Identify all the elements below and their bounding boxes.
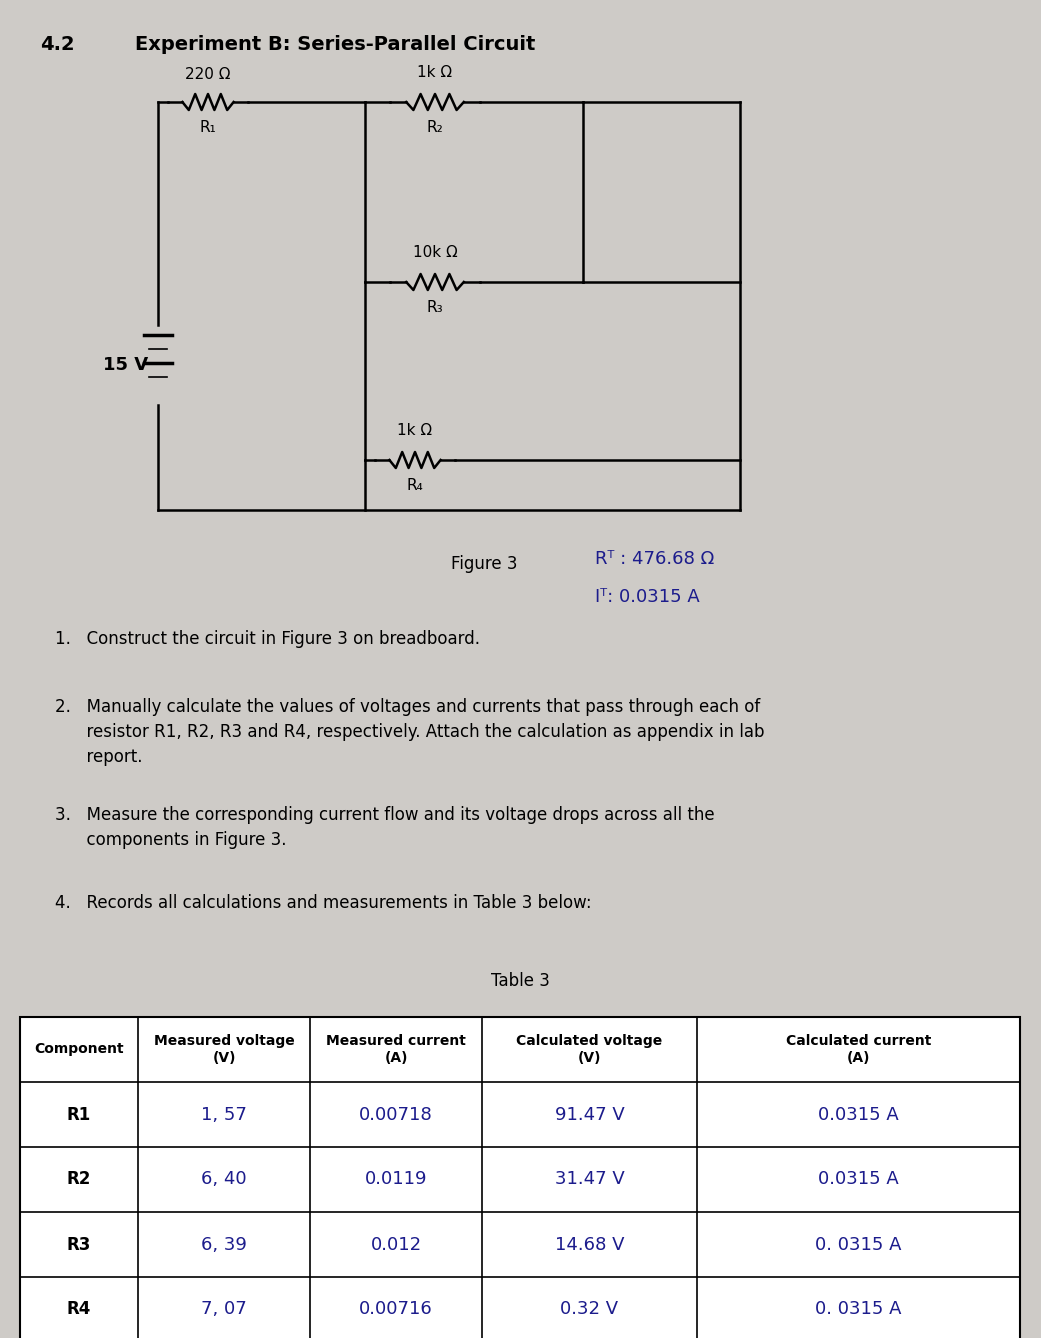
Text: Iᵀ: 0.0315 A: Iᵀ: 0.0315 A bbox=[595, 587, 700, 606]
Text: 0.012: 0.012 bbox=[371, 1235, 422, 1254]
Text: R₂: R₂ bbox=[427, 120, 443, 135]
Text: 0.32 V: 0.32 V bbox=[560, 1301, 618, 1318]
Text: Experiment B: Series-Parallel Circuit: Experiment B: Series-Parallel Circuit bbox=[135, 35, 535, 54]
Text: 0.0315 A: 0.0315 A bbox=[818, 1171, 898, 1188]
Text: 6, 39: 6, 39 bbox=[201, 1235, 247, 1254]
Text: 4.   Records all calculations and measurements in Table 3 below:: 4. Records all calculations and measurem… bbox=[55, 894, 591, 913]
Text: 31.47 V: 31.47 V bbox=[555, 1171, 625, 1188]
Text: 1, 57: 1, 57 bbox=[201, 1105, 247, 1124]
Text: R₁: R₁ bbox=[200, 120, 217, 135]
Text: 0.00716: 0.00716 bbox=[359, 1301, 433, 1318]
Text: R1: R1 bbox=[67, 1105, 92, 1124]
Text: 0. 0315 A: 0. 0315 A bbox=[815, 1301, 902, 1318]
Text: 0. 0315 A: 0. 0315 A bbox=[815, 1235, 902, 1254]
Text: Table 3: Table 3 bbox=[490, 971, 550, 990]
Text: 1.   Construct the circuit in Figure 3 on breadboard.: 1. Construct the circuit in Figure 3 on … bbox=[55, 630, 480, 648]
Text: 1k Ω: 1k Ω bbox=[417, 66, 453, 80]
Text: 14.68 V: 14.68 V bbox=[555, 1235, 625, 1254]
Text: 7, 07: 7, 07 bbox=[201, 1301, 247, 1318]
Text: Calculated voltage
(V): Calculated voltage (V) bbox=[516, 1034, 663, 1065]
Text: R₃: R₃ bbox=[427, 300, 443, 314]
Text: 6, 40: 6, 40 bbox=[201, 1171, 247, 1188]
Text: 4.2: 4.2 bbox=[40, 35, 75, 54]
Text: 15 V: 15 V bbox=[103, 356, 148, 375]
Text: 91.47 V: 91.47 V bbox=[555, 1105, 625, 1124]
Text: Calculated current
(A): Calculated current (A) bbox=[786, 1034, 932, 1065]
Text: Measured current
(A): Measured current (A) bbox=[326, 1034, 466, 1065]
Text: Measured voltage
(V): Measured voltage (V) bbox=[154, 1034, 295, 1065]
Text: 0.0119: 0.0119 bbox=[364, 1171, 427, 1188]
Text: R2: R2 bbox=[67, 1171, 92, 1188]
Text: R4: R4 bbox=[67, 1301, 92, 1318]
Text: R3: R3 bbox=[67, 1235, 92, 1254]
Text: Figure 3: Figure 3 bbox=[451, 555, 517, 573]
Text: 2.   Manually calculate the values of voltages and currents that pass through ea: 2. Manually calculate the values of volt… bbox=[55, 698, 764, 765]
Bar bbox=[20, 1017, 1020, 1338]
Text: 1k Ω: 1k Ω bbox=[398, 423, 433, 438]
Text: R₄: R₄ bbox=[407, 478, 424, 492]
Text: 10k Ω: 10k Ω bbox=[412, 245, 457, 260]
Text: 220 Ω: 220 Ω bbox=[185, 67, 231, 82]
Text: 3.   Measure the corresponding current flow and its voltage drops across all the: 3. Measure the corresponding current flo… bbox=[55, 805, 714, 850]
Text: 0.0315 A: 0.0315 A bbox=[818, 1105, 898, 1124]
Text: Rᵀ : 476.68 Ω: Rᵀ : 476.68 Ω bbox=[595, 550, 714, 569]
Text: 0.00718: 0.00718 bbox=[359, 1105, 433, 1124]
Text: Component: Component bbox=[34, 1042, 124, 1057]
